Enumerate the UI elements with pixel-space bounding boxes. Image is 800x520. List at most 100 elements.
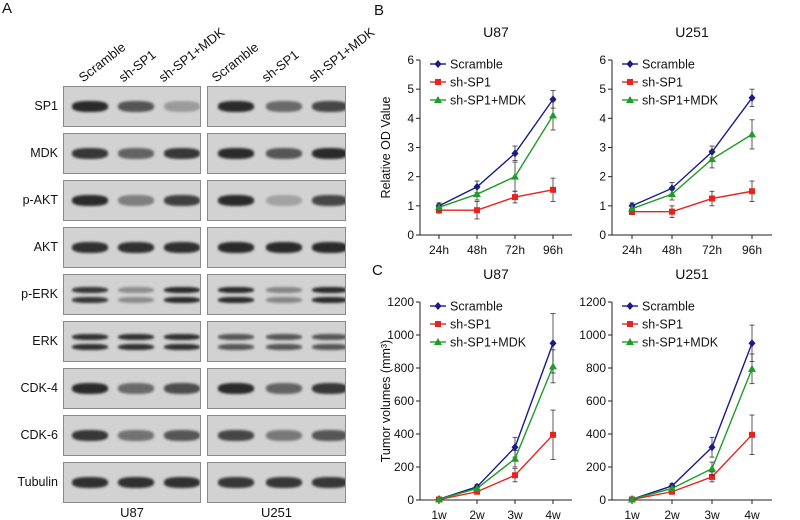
y-tick-label: 0 (407, 228, 414, 242)
blot-band (312, 287, 345, 293)
blot-band (266, 383, 302, 394)
cell-line-label: U251 (260, 505, 293, 520)
blot-band (72, 242, 108, 253)
blot-band (72, 148, 108, 159)
blot-image (207, 462, 346, 503)
x-tick-label: 1w (624, 508, 640, 520)
data-point (511, 172, 519, 180)
blot-band (164, 477, 200, 488)
data-point (668, 484, 676, 492)
cell-line-label: U87 (120, 505, 144, 520)
series-line (438, 366, 554, 501)
y-tick-label: 1 (407, 199, 414, 213)
data-point (668, 190, 676, 198)
blot-band (218, 344, 254, 350)
series-line (631, 133, 753, 210)
blot-band (312, 148, 345, 159)
legend-label: sh-SP1 (642, 318, 683, 332)
data-point (549, 339, 557, 348)
panel-c-letter: C (372, 262, 383, 279)
blot-band (164, 297, 200, 303)
blot-band (266, 430, 302, 441)
series-line (631, 342, 753, 500)
blot-band (266, 195, 302, 206)
data-point (511, 454, 519, 462)
data-point (474, 207, 480, 214)
y-tick-label: 6 (599, 53, 606, 67)
western-blot-panel: Scramble sh-SP1 sh-SP1+MDK Scramble sh-SP1 sh… (0, 0, 377, 520)
y-tick-label: 1200 (579, 295, 606, 309)
y-tick-label: 400 (394, 427, 414, 441)
data-point (709, 195, 715, 202)
blot-band (72, 287, 108, 293)
blot-image (63, 415, 201, 456)
data-point (473, 182, 481, 191)
blot-band (312, 477, 345, 488)
legend-label: sh-SP1+MDK (642, 336, 719, 350)
data-point (549, 95, 557, 104)
y-tick-label: 5 (407, 82, 414, 96)
blot-row-label: CDK-4 (20, 381, 58, 395)
blot-band (218, 334, 254, 340)
data-point (550, 431, 556, 438)
data-point (628, 495, 636, 503)
blot-band (72, 334, 108, 340)
blot-band (72, 477, 108, 488)
blot-image (207, 227, 346, 268)
blot-band (312, 242, 345, 253)
blot-band (266, 287, 302, 293)
series-line (438, 343, 554, 500)
data-point (708, 155, 716, 163)
blot-band (118, 101, 154, 112)
legend-marker (626, 338, 634, 345)
x-tick-label: 96h (543, 243, 563, 257)
data-point (473, 484, 481, 492)
legend-marker (627, 321, 633, 327)
data-point (549, 362, 557, 370)
y-tick-label: 600 (586, 394, 606, 408)
data-point (511, 149, 519, 158)
blot-band (218, 287, 254, 293)
blot-band (218, 430, 254, 441)
blot-band (266, 148, 302, 159)
blot-band (118, 477, 154, 488)
blot-band (312, 334, 345, 340)
data-point (511, 443, 519, 452)
data-point (669, 208, 675, 215)
blot-band (312, 430, 345, 441)
data-point (628, 204, 636, 212)
data-point (435, 203, 443, 211)
data-point (708, 464, 716, 472)
chart-title: U87 (483, 24, 509, 40)
blot-image (207, 180, 346, 221)
blot-band (118, 344, 154, 350)
blot-image (207, 274, 346, 315)
x-tick-label: 96h (742, 243, 762, 257)
legend-label: sh-SP1+MDK (642, 94, 719, 108)
blot-band (118, 148, 154, 159)
legend-marker (626, 60, 634, 68)
panel-a-letter: A (2, 0, 13, 17)
y-tick-label: 1000 (387, 328, 414, 342)
blot-band (312, 195, 345, 206)
y-tick-label: 400 (586, 427, 606, 441)
series-line (631, 368, 753, 501)
blot-image (207, 368, 346, 409)
blot-band (72, 195, 108, 206)
blot-band (218, 148, 254, 159)
blot-band (72, 344, 108, 350)
series-line (631, 97, 753, 207)
y-tick-label: 0 (599, 493, 606, 507)
blot-image (207, 86, 346, 127)
y-tick-label: 4 (599, 111, 606, 125)
chart-title: U251 (675, 266, 709, 282)
x-tick-label: 2w (664, 508, 680, 520)
blot-band (312, 344, 345, 350)
y-tick-label: 1000 (579, 328, 606, 342)
legend-label: sh-SP1 (642, 76, 683, 90)
blot-band (266, 297, 302, 303)
legend-marker (627, 79, 633, 85)
data-point (669, 488, 675, 495)
blot-band (312, 297, 345, 303)
